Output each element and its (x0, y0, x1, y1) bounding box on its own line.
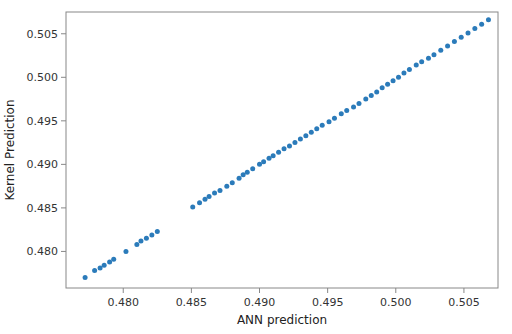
x-tick (259, 288, 260, 293)
point (134, 242, 139, 247)
point (282, 146, 287, 151)
point (237, 176, 242, 181)
point (197, 200, 202, 205)
x-tick-label: 0.485 (176, 296, 208, 309)
point (332, 116, 337, 121)
point (245, 170, 250, 175)
x-tick-label: 0.505 (448, 296, 480, 309)
chart: 0.480 0.485 0.490 0.495 0.500 0.505 0.480 0.485… (0, 0, 512, 334)
x-tick-label: 0.490 (244, 296, 276, 309)
y-tick (61, 120, 66, 121)
point (363, 97, 368, 102)
point (407, 67, 412, 72)
point (369, 93, 374, 98)
y-tick-label: 0.480 (27, 245, 59, 258)
x-axis-label: ANN prediction (237, 313, 327, 327)
point (401, 70, 406, 75)
point (459, 35, 464, 40)
point (261, 159, 266, 164)
point (144, 236, 149, 241)
points (83, 17, 491, 280)
y-tick-label: 0.485 (27, 202, 59, 215)
y-tick (61, 251, 66, 252)
x-tick-label: 0.495 (312, 296, 344, 309)
point (292, 140, 297, 145)
point (351, 104, 356, 109)
point (207, 194, 212, 199)
y-tick-label: 0.500 (27, 71, 59, 84)
point (414, 63, 419, 68)
y-tick (61, 77, 66, 78)
axes: 0.480 0.485 0.490 0.495 0.500 0.505 0.480 0.485… (27, 28, 480, 309)
point (309, 130, 314, 135)
point (438, 48, 443, 53)
point (339, 111, 344, 116)
y-tick (61, 164, 66, 165)
point (138, 238, 143, 243)
point (190, 205, 195, 210)
point (303, 133, 308, 138)
point (102, 263, 107, 268)
x-tick (191, 288, 192, 293)
plot-frame (66, 12, 498, 288)
x-tick (123, 288, 124, 293)
x-tick-label: 0.480 (107, 296, 139, 309)
point (224, 184, 229, 189)
point (486, 17, 491, 22)
y-tick-label: 0.495 (27, 115, 59, 128)
point (327, 119, 332, 124)
point (466, 30, 471, 35)
point (287, 144, 292, 149)
y-tick-label: 0.490 (27, 158, 59, 171)
y-tick (61, 207, 66, 208)
point (344, 108, 349, 113)
point (111, 257, 116, 262)
point (380, 85, 385, 90)
point (212, 191, 217, 196)
x-tick (463, 288, 464, 293)
point (385, 82, 390, 87)
point (426, 56, 431, 61)
y-tick-label: 0.505 (27, 28, 59, 41)
point (149, 232, 154, 237)
x-tick (395, 288, 396, 293)
point (452, 39, 457, 44)
point (431, 52, 436, 57)
point (374, 90, 379, 95)
x-tick-label: 0.500 (380, 296, 412, 309)
point (155, 229, 160, 234)
point (445, 43, 450, 48)
point (271, 153, 276, 158)
point (356, 101, 361, 106)
point (230, 180, 235, 185)
y-tick (61, 33, 66, 34)
point (391, 78, 396, 83)
point (276, 150, 281, 155)
point (396, 75, 401, 80)
point (472, 26, 477, 31)
point (92, 268, 97, 273)
point (83, 275, 88, 280)
y-axis-label: Kernel Prediction (3, 99, 17, 200)
point (250, 166, 255, 171)
point (419, 59, 424, 64)
point (314, 126, 319, 131)
point (298, 137, 303, 142)
point (479, 22, 484, 27)
point (123, 249, 128, 254)
x-tick (327, 288, 328, 293)
point (217, 188, 222, 193)
point (320, 123, 325, 128)
